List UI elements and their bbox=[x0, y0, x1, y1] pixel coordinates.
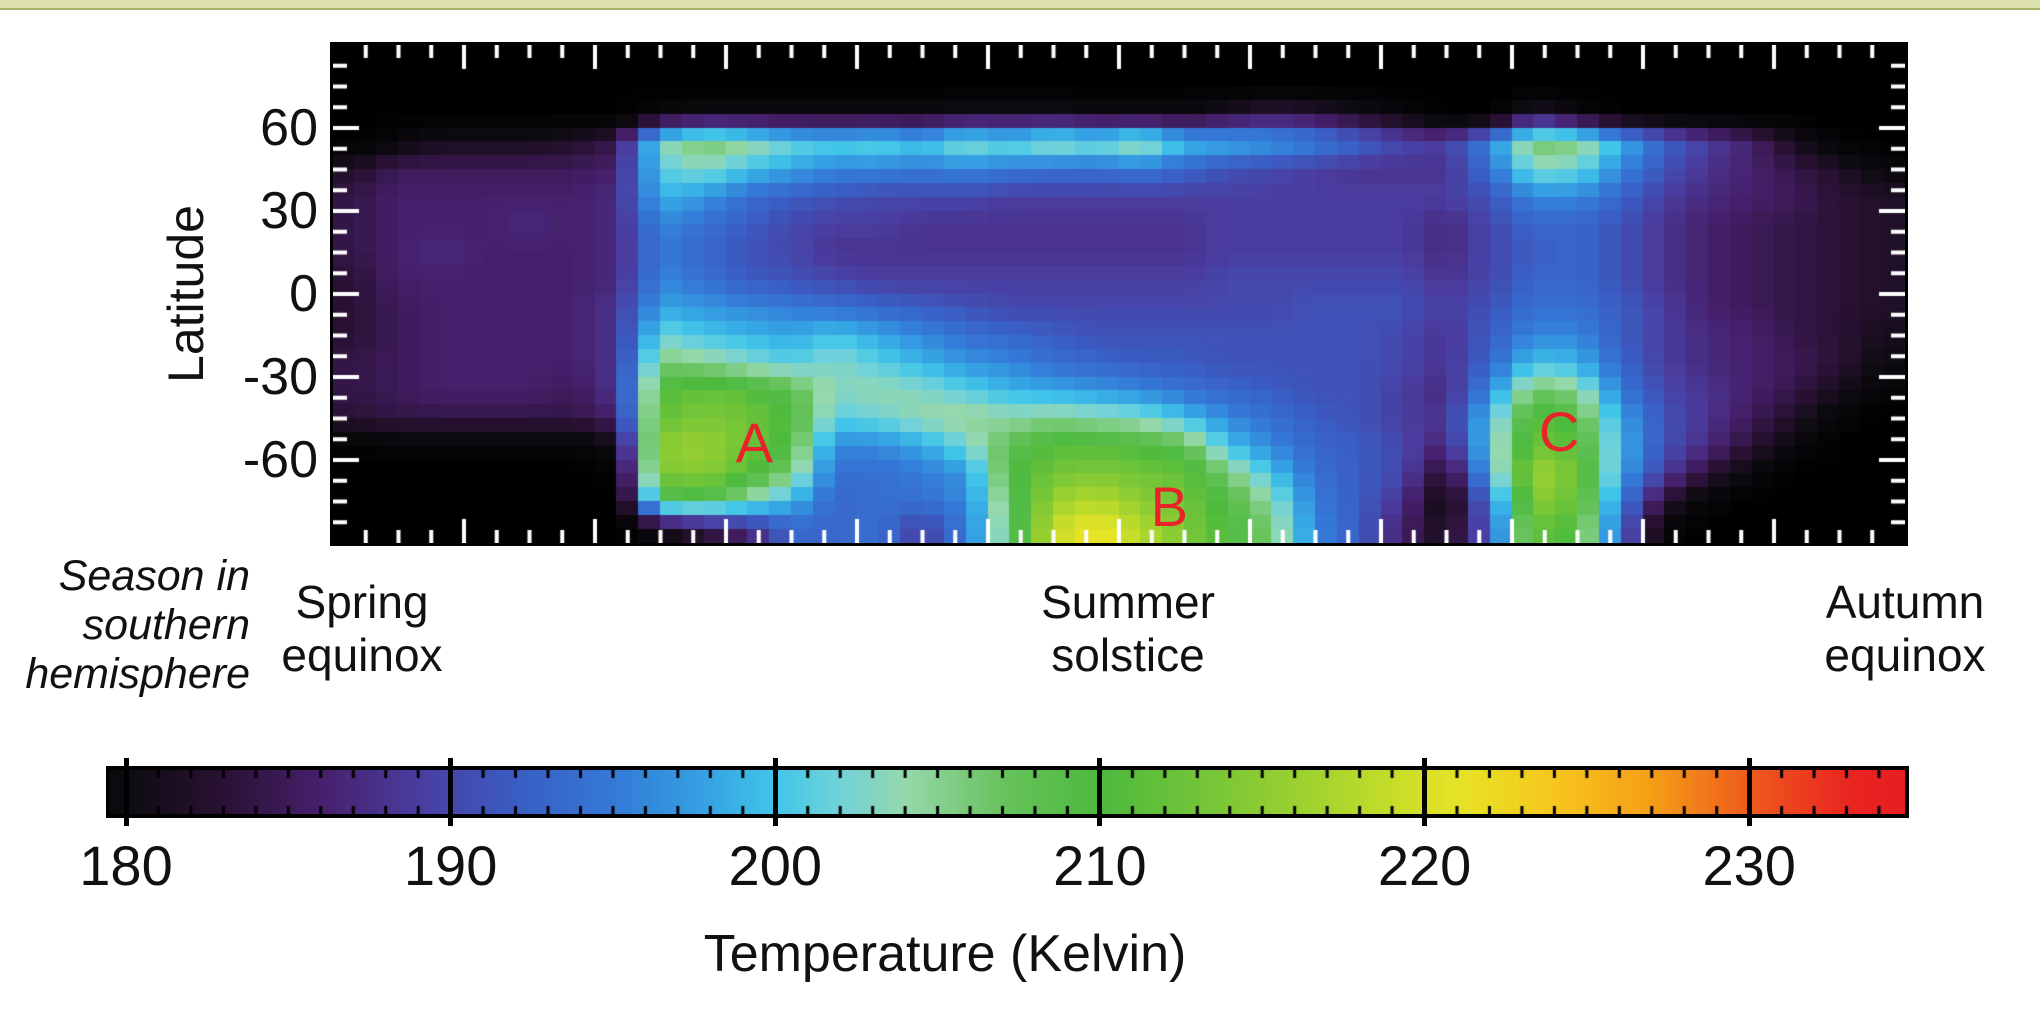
season-caption-line: hemisphere bbox=[25, 650, 250, 698]
colorbar-title: Temperature (Kelvin) bbox=[703, 925, 1187, 983]
season-axis-caption: Season in southern hemisphere bbox=[0, 552, 250, 699]
colorbar-tick-label: 210 bbox=[1053, 834, 1147, 897]
y-axis-tick-label: 0 bbox=[289, 265, 318, 323]
colorbar bbox=[106, 766, 1909, 818]
x-label-summer-solstice: Summer solstice bbox=[908, 576, 1348, 682]
x-label-autumn-equinox: Autumn equinox bbox=[1685, 576, 2040, 682]
colorbar-major-tick bbox=[1097, 758, 1103, 826]
colorbar-tick-label: 190 bbox=[403, 834, 498, 897]
x-label-line: Summer bbox=[1041, 576, 1215, 628]
colorbar-major-tick bbox=[448, 758, 454, 826]
y-axis-tick-label: 60 bbox=[260, 99, 318, 157]
page-top-border-strip bbox=[0, 0, 2040, 10]
x-label-line: Autumn bbox=[1825, 576, 1985, 628]
x-label-line: solstice bbox=[1051, 629, 1205, 681]
season-caption-line: southern bbox=[82, 601, 250, 649]
heatmap-region-label-a: A bbox=[735, 411, 773, 475]
y-axis-tick-label: -60 bbox=[242, 431, 318, 489]
y-axis-tick-label: -30 bbox=[242, 348, 318, 406]
x-label-spring-equinox: Spring equinox bbox=[142, 576, 582, 682]
x-label-line: Spring bbox=[295, 576, 429, 628]
x-label-line: equinox bbox=[281, 629, 443, 681]
temperature-heatmap-canvas bbox=[333, 45, 1905, 543]
colorbar-tick-label: 180 bbox=[79, 834, 173, 897]
y-axis-tick-label: 30 bbox=[260, 182, 318, 240]
colorbar-major-tick bbox=[1746, 758, 1752, 826]
heatmap-region-label-b: B bbox=[1150, 475, 1188, 539]
season-caption-line: Season in bbox=[58, 552, 250, 600]
colorbar-gradient-canvas bbox=[110, 770, 1905, 814]
colorbar-tick-label: 200 bbox=[728, 834, 822, 897]
heatmap-plot-frame bbox=[330, 42, 1908, 546]
colorbar-major-tick bbox=[772, 758, 778, 826]
colorbar-tick-label: 230 bbox=[1702, 834, 1796, 897]
colorbar-major-tick bbox=[1422, 758, 1428, 826]
colorbar-tick-label: 220 bbox=[1377, 834, 1472, 897]
colorbar-major-tick bbox=[123, 758, 129, 826]
heatmap-region-label-c: C bbox=[1538, 400, 1580, 464]
x-label-line: equinox bbox=[1824, 629, 1986, 681]
